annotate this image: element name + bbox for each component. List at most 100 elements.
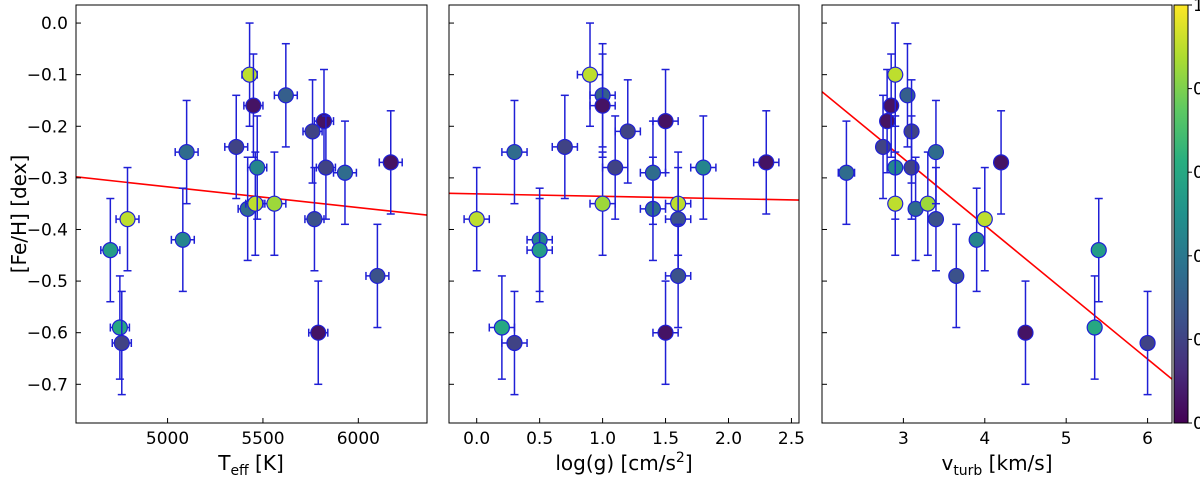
data-point (332, 120, 358, 226)
data-marker (317, 159, 334, 176)
data-point (246, 115, 268, 220)
panel-logg-plot-area (449, 22, 799, 396)
data-marker (113, 334, 130, 352)
data-point (689, 115, 717, 220)
data-marker (119, 211, 136, 228)
x-tick-label: 0.5 (526, 429, 553, 449)
panel-teff: 5000 5500 6000 0.0 −0.1 −0.2 −0.3 −0.4 −0.5 −0.6… (7, 4, 428, 479)
data-marker (245, 97, 262, 114)
data-point (302, 79, 323, 184)
colorbar-tick-label: 0.4 (1193, 247, 1200, 267)
y-tick-label: −0.7 (27, 375, 68, 395)
data-point (273, 42, 299, 148)
data-marker (903, 159, 920, 176)
colorbar-tick-label: 0.2 (1193, 330, 1200, 350)
data-point (887, 151, 904, 257)
y-tick-label: −0.1 (27, 66, 68, 86)
x-tick-label: 2.0 (715, 429, 742, 449)
data-marker (594, 195, 611, 212)
data-point (837, 120, 856, 226)
data-point (315, 115, 337, 220)
data-marker (874, 138, 892, 156)
fit-line (449, 192, 799, 201)
data-point (304, 166, 325, 272)
panel-teff-plot-area (76, 22, 427, 396)
data-point (551, 94, 579, 200)
data-marker (228, 138, 245, 156)
data-marker (306, 211, 323, 228)
colorbar-tick-label: 1.0 (1193, 0, 1200, 16)
data-marker (468, 211, 485, 228)
colorbar-ticks: 0.0 0.2 0.4 0.6 0.8 1.0 (1188, 0, 1200, 434)
data-point (501, 99, 528, 205)
data-marker (310, 324, 327, 341)
data-point (887, 22, 904, 128)
colorbar-tick-label: 0.6 (1193, 163, 1200, 183)
data-marker (992, 154, 1010, 171)
data-marker (927, 211, 945, 228)
data-point (752, 110, 780, 215)
data-point (968, 187, 985, 293)
y-tick-label: −0.3 (27, 169, 68, 189)
y-tick-label: −0.6 (27, 324, 68, 344)
panel-logg-ticks: 0.0 0.5 1.0 1.5 2.0 2.5 (449, 22, 805, 449)
data-point (100, 197, 121, 303)
data-marker (102, 242, 119, 259)
data-point (488, 275, 516, 380)
panel-logg-frame (448, 4, 800, 424)
data-point (378, 110, 403, 215)
x-tick-label: 1.5 (652, 429, 679, 449)
data-marker (111, 319, 128, 336)
y-tick-label: −0.2 (27, 117, 68, 137)
data-marker (277, 87, 294, 104)
data-point (992, 110, 1010, 215)
data-point (365, 223, 390, 329)
colorbar-tick-label: 0.0 (1193, 414, 1200, 434)
data-point (170, 187, 196, 293)
data-marker (581, 66, 599, 83)
data-marker (594, 97, 611, 114)
data-marker (266, 195, 283, 212)
x-tick-label: 5 (1061, 429, 1072, 449)
data-marker (249, 159, 266, 176)
data-point (601, 115, 629, 220)
y-tick-label: −0.5 (27, 272, 68, 292)
x-tick-label: 3 (898, 429, 909, 449)
data-point (1017, 280, 1034, 386)
data-marker (247, 195, 264, 212)
y-axis-label: [Fe/H] [dex] (7, 155, 31, 274)
data-marker (336, 164, 354, 181)
colorbar-gradient (1173, 4, 1189, 424)
data-marker (531, 242, 548, 259)
data-marker (1139, 334, 1156, 352)
data-marker (1090, 242, 1107, 259)
data-point (927, 166, 945, 272)
data-marker (174, 231, 191, 248)
data-point (652, 280, 679, 386)
data-marker (1017, 324, 1034, 341)
data-marker (883, 97, 900, 114)
panel-vturb: 3 4 5 6 vturb [km/s] (821, 4, 1173, 479)
y-tick-label: −0.4 (27, 220, 68, 240)
data-marker (657, 324, 674, 341)
fit-line (76, 176, 427, 216)
data-marker (607, 159, 624, 176)
data-marker (968, 231, 985, 248)
x-axis-label-vturb: vturb [km/s] (941, 451, 1052, 479)
data-marker (657, 113, 674, 130)
data-marker (887, 195, 904, 212)
data-point (243, 53, 264, 158)
data-point (614, 79, 642, 184)
data-point (174, 99, 199, 205)
panel-teff-ticks: 5000 5500 6000 (76, 22, 380, 449)
data-point (652, 68, 679, 174)
data-marker (178, 143, 195, 161)
data-marker (315, 113, 333, 130)
data-marker (758, 154, 775, 171)
panel-logg: 0.0 0.5 1.0 1.5 2.0 2.5 log(g) [cm/s2] (448, 4, 805, 475)
x-tick-label: 5000 (146, 429, 189, 449)
x-axis-label-logg: log(g) [cm/s2] (555, 450, 692, 475)
data-marker (644, 164, 662, 181)
data-marker (899, 87, 916, 104)
